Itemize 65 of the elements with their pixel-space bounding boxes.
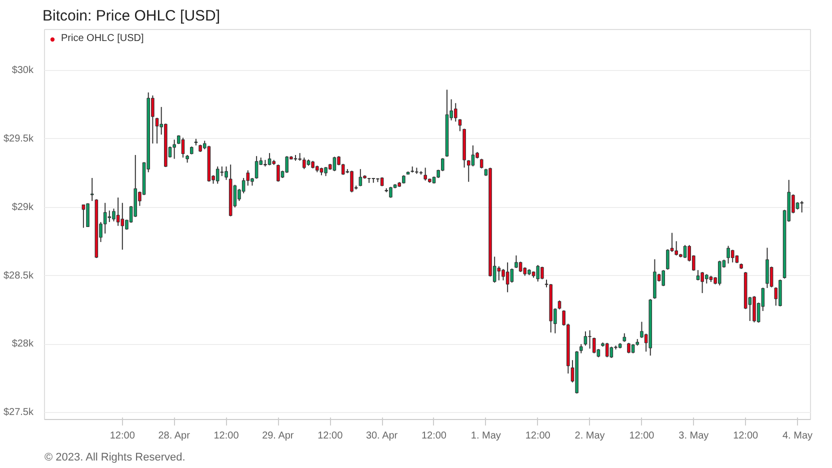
candlestick xyxy=(254,156,258,180)
x-tick-label: 12:00 xyxy=(318,430,344,442)
candlestick xyxy=(718,260,722,286)
candlestick xyxy=(276,164,280,182)
candlestick xyxy=(584,330,588,346)
candlestick xyxy=(662,270,665,287)
candlestick xyxy=(704,274,708,284)
candlestick xyxy=(666,248,670,270)
candlestick xyxy=(683,244,687,259)
candlestick xyxy=(605,342,609,358)
y-tick-label: $29k xyxy=(12,202,34,213)
x-tick-label: 12:00 xyxy=(421,430,447,442)
candlestick xyxy=(514,254,518,269)
chart-title: Bitcoin: Price OHLC [USD] xyxy=(42,8,220,24)
candlestick xyxy=(592,337,596,354)
candlestick xyxy=(172,139,176,160)
candlestick xyxy=(506,262,510,293)
candlestick xyxy=(454,102,458,122)
x-tick-label: 12:00 xyxy=(110,430,136,442)
x-tick-label: 12:00 xyxy=(525,430,551,442)
candlestick xyxy=(696,270,700,281)
candlestick xyxy=(800,200,804,213)
x-tick-label: 12:00 xyxy=(214,430,240,442)
candlestick xyxy=(224,166,228,180)
candlestick xyxy=(155,117,159,144)
candlestick xyxy=(588,330,592,350)
y-tick-label: $28k xyxy=(12,338,34,350)
x-tick-label: 29. Apr xyxy=(262,430,294,442)
candlestick xyxy=(82,204,86,228)
candlestick xyxy=(458,118,462,132)
candlestick xyxy=(579,344,583,354)
candlestick xyxy=(631,344,635,354)
x-tick-label: 2. May xyxy=(574,430,605,442)
candlestick xyxy=(116,197,120,226)
x-tick-label: 4. May xyxy=(782,430,813,442)
candlestick xyxy=(332,156,336,172)
x-tick-label: 12:00 xyxy=(733,430,759,442)
candlestick xyxy=(108,210,112,223)
legend-label: Price OHLC [USD] xyxy=(61,33,144,44)
x-tick-label: 3. May xyxy=(678,430,709,442)
candlestick xyxy=(766,247,769,288)
candlestick xyxy=(120,202,124,250)
candlestick xyxy=(268,152,272,166)
candlestick xyxy=(471,144,475,167)
x-tick-label: 1. May xyxy=(470,430,501,442)
candlestick xyxy=(181,137,185,158)
y-tick-label: $27.5k xyxy=(3,407,34,418)
candlestick xyxy=(497,266,501,281)
candlestick xyxy=(358,168,362,187)
candlestick xyxy=(90,177,94,202)
candlestick xyxy=(730,249,734,263)
text: © 2023. All Rights Reserved. xyxy=(44,452,186,464)
candlestick xyxy=(216,166,220,184)
candlestick xyxy=(86,202,90,228)
candlestick xyxy=(103,202,107,234)
candlestick xyxy=(627,342,630,354)
candlestick xyxy=(510,268,514,284)
y-tick-label: $29.5k xyxy=(3,133,34,144)
candlestick xyxy=(518,261,522,272)
y-tick-label: $28.5k xyxy=(3,270,34,282)
x-tick-label: 12:00 xyxy=(629,430,655,442)
x-tick-label: 30. Apr xyxy=(366,430,398,442)
candlestick xyxy=(610,346,614,358)
y-tick-label: $30k xyxy=(12,65,34,76)
x-tick-label: 28. Apr xyxy=(158,430,191,442)
